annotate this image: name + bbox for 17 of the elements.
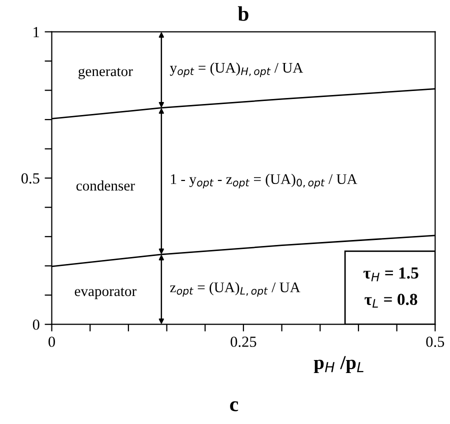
annotation: evaporator (74, 288, 136, 300)
y-tick-label: 1 (34, 27, 40, 38)
annotation: 1 - y$_{opt}$ - z$_{opt}$ = (UA)$_{0,opt}$ / UA (171, 174, 358, 188)
chart-title: b (238, 6, 248, 21)
x-tick-label: 0.25 (230, 336, 256, 347)
x-tick-label: 0.5 (426, 336, 444, 347)
text: c (230, 401, 238, 412)
x-tick-label: 0 (48, 336, 55, 347)
annotation: τ$_{L}$ = 0.8 (364, 294, 418, 308)
annotation: condenser (76, 180, 135, 191)
y-tick-label: 0.5 (21, 173, 40, 184)
x-axis-title: p$_{H}$ /p$_{L}$ (314, 356, 364, 374)
annotation: y$_{opt}$ = (UA)$_{H,opt}$ / UA (170, 62, 304, 78)
y-tick-label: 0 (32, 320, 40, 330)
annotation: z$_{opt}$ = (UA)$_{L,opt}$ / UA (170, 282, 300, 297)
annotation: generator (78, 68, 133, 80)
annotation: τ$_{H}$ = 1.5 (363, 267, 418, 282)
